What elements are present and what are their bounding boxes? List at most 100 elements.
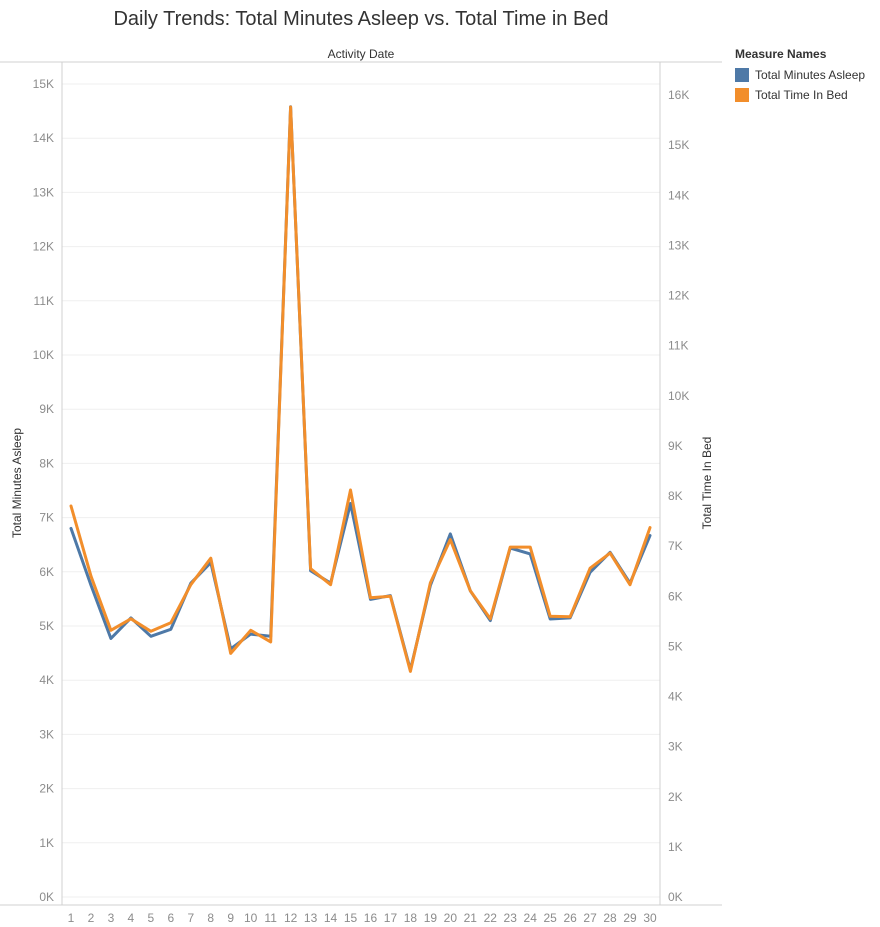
legend-swatch-time-in-bed	[735, 88, 749, 102]
x-axis-ticks: 1 2 3 4 5 6 7 8 9 10 11 12 13 14 15 16 17 18 19 20 21 22 23 24 2…	[68, 911, 657, 925]
right-tick-label: 11K	[668, 339, 688, 353]
left-tick-label: 2K	[39, 782, 54, 796]
data-point-time-in-bed	[309, 567, 312, 570]
series-line-total-time-in-bed	[69, 105, 652, 673]
left-axis-ticks: 0K 1K 2K 3K 4K 5K 6K 7K 8K 9K 10K 11K 12K 13K 14K 15K	[33, 77, 54, 904]
data-point-time-in-bed	[249, 629, 252, 632]
right-tick-label: 6K	[668, 589, 683, 603]
x-tick-label: 10	[244, 911, 258, 925]
right-tick-label: 16K	[668, 88, 689, 102]
x-tick-label: 1	[68, 911, 75, 925]
data-point-time-in-bed	[469, 589, 472, 592]
x-tick-label: 11	[264, 911, 277, 925]
right-tick-label: 5K	[668, 639, 683, 653]
x-tick-label: 15	[344, 911, 358, 925]
right-axis-ticks: 0K 1K 2K 3K 4K 5K 6K 7K 8K 9K 10K 11K 12K 13K 14K 15K 16…	[668, 88, 689, 904]
left-tick-label: 4K	[39, 673, 54, 687]
legend-label-time-in-bed: Total Time In Bed	[755, 88, 848, 102]
left-tick-label: 1K	[39, 836, 54, 850]
data-point-time-in-bed	[569, 615, 572, 618]
data-point-time-in-bed	[229, 652, 232, 655]
data-point-time-in-bed	[349, 488, 352, 491]
data-point-time-in-bed	[649, 526, 652, 529]
right-tick-label: 15K	[668, 138, 689, 152]
data-point-time-in-bed	[289, 106, 292, 109]
x-tick-label: 6	[167, 911, 174, 925]
left-tick-label: 10K	[33, 348, 54, 362]
x-axis-title: Activity Date	[328, 47, 395, 61]
x-tick-label: 20	[444, 911, 458, 925]
data-point-time-in-bed	[629, 583, 632, 586]
legend-item-asleep[interactable]: Total Minutes Asleep	[735, 65, 865, 85]
data-point-asleep	[549, 617, 552, 620]
right-tick-label: 14K	[668, 188, 689, 202]
data-point-time-in-bed	[529, 546, 532, 549]
series-line-total-minutes-asleep	[69, 105, 652, 672]
x-tick-label: 21	[464, 911, 478, 925]
x-tick-label: 5	[148, 911, 155, 925]
left-tick-label: 13K	[33, 185, 54, 199]
right-tick-label: 3K	[668, 740, 683, 754]
x-tick-label: 25	[543, 911, 557, 925]
left-tick-label: 12K	[33, 240, 54, 254]
data-point-time-in-bed	[149, 630, 152, 633]
data-point-asleep	[109, 637, 112, 640]
x-tick-label: 26	[563, 911, 577, 925]
right-tick-label: 7K	[668, 539, 683, 553]
series-layer	[69, 105, 652, 673]
data-point-time-in-bed	[449, 538, 452, 541]
left-tick-label: 11K	[34, 294, 54, 308]
data-point-time-in-bed	[269, 640, 272, 643]
right-tick-label: 4K	[668, 690, 683, 704]
data-point-time-in-bed	[509, 546, 512, 549]
grid-layer	[62, 83, 660, 898]
data-point-time-in-bed	[70, 505, 73, 508]
legend-item-time-in-bed[interactable]: Total Time In Bed	[735, 85, 865, 105]
x-tick-label: 23	[504, 911, 518, 925]
x-tick-label: 8	[207, 911, 214, 925]
data-point-time-in-bed	[369, 596, 372, 599]
right-tick-label: 12K	[668, 289, 689, 303]
x-tick-label: 17	[384, 911, 398, 925]
data-point-time-in-bed	[409, 670, 412, 673]
x-tick-label: 13	[304, 911, 318, 925]
left-tick-label: 8K	[39, 456, 54, 470]
x-tick-label: 9	[227, 911, 234, 925]
x-tick-label: 22	[484, 911, 498, 925]
data-point-asleep	[149, 635, 152, 638]
x-tick-label: 14	[324, 911, 338, 925]
right-tick-label: 2K	[668, 790, 683, 804]
x-tick-label: 27	[583, 911, 597, 925]
x-tick-label: 29	[623, 911, 637, 925]
data-point-time-in-bed	[589, 567, 592, 570]
legend-title: Measure Names	[735, 47, 827, 61]
x-tick-label: 30	[643, 911, 657, 925]
right-tick-label: 13K	[668, 238, 689, 252]
x-tick-label: 4	[128, 911, 135, 925]
right-tick-label: 10K	[668, 389, 689, 403]
x-tick-label: 16	[364, 911, 378, 925]
data-point-time-in-bed	[189, 583, 192, 586]
data-point-asleep	[89, 584, 92, 587]
x-tick-label: 7	[187, 911, 194, 925]
right-tick-label: 8K	[668, 489, 683, 503]
data-point-time-in-bed	[389, 595, 392, 598]
left-tick-label: 15K	[33, 77, 54, 91]
x-tick-label: 3	[108, 911, 115, 925]
left-tick-label: 5K	[39, 619, 54, 633]
data-point-time-in-bed	[329, 583, 332, 586]
x-tick-label: 18	[404, 911, 418, 925]
data-point-time-in-bed	[169, 621, 172, 624]
data-point-time-in-bed	[549, 615, 552, 618]
right-tick-label: 9K	[668, 439, 683, 453]
data-point-asleep	[449, 532, 452, 535]
left-tick-label: 0K	[39, 890, 54, 904]
data-point-time-in-bed	[89, 575, 92, 578]
data-point-time-in-bed	[489, 617, 492, 620]
right-tick-label: 0K	[668, 890, 683, 904]
legend: Measure Names Total Minutes Asleep Total…	[735, 47, 865, 105]
legend-label-asleep: Total Minutes Asleep	[755, 68, 866, 82]
data-point-asleep	[169, 628, 172, 631]
data-point-time-in-bed	[209, 557, 212, 560]
left-tick-label: 14K	[33, 131, 54, 145]
